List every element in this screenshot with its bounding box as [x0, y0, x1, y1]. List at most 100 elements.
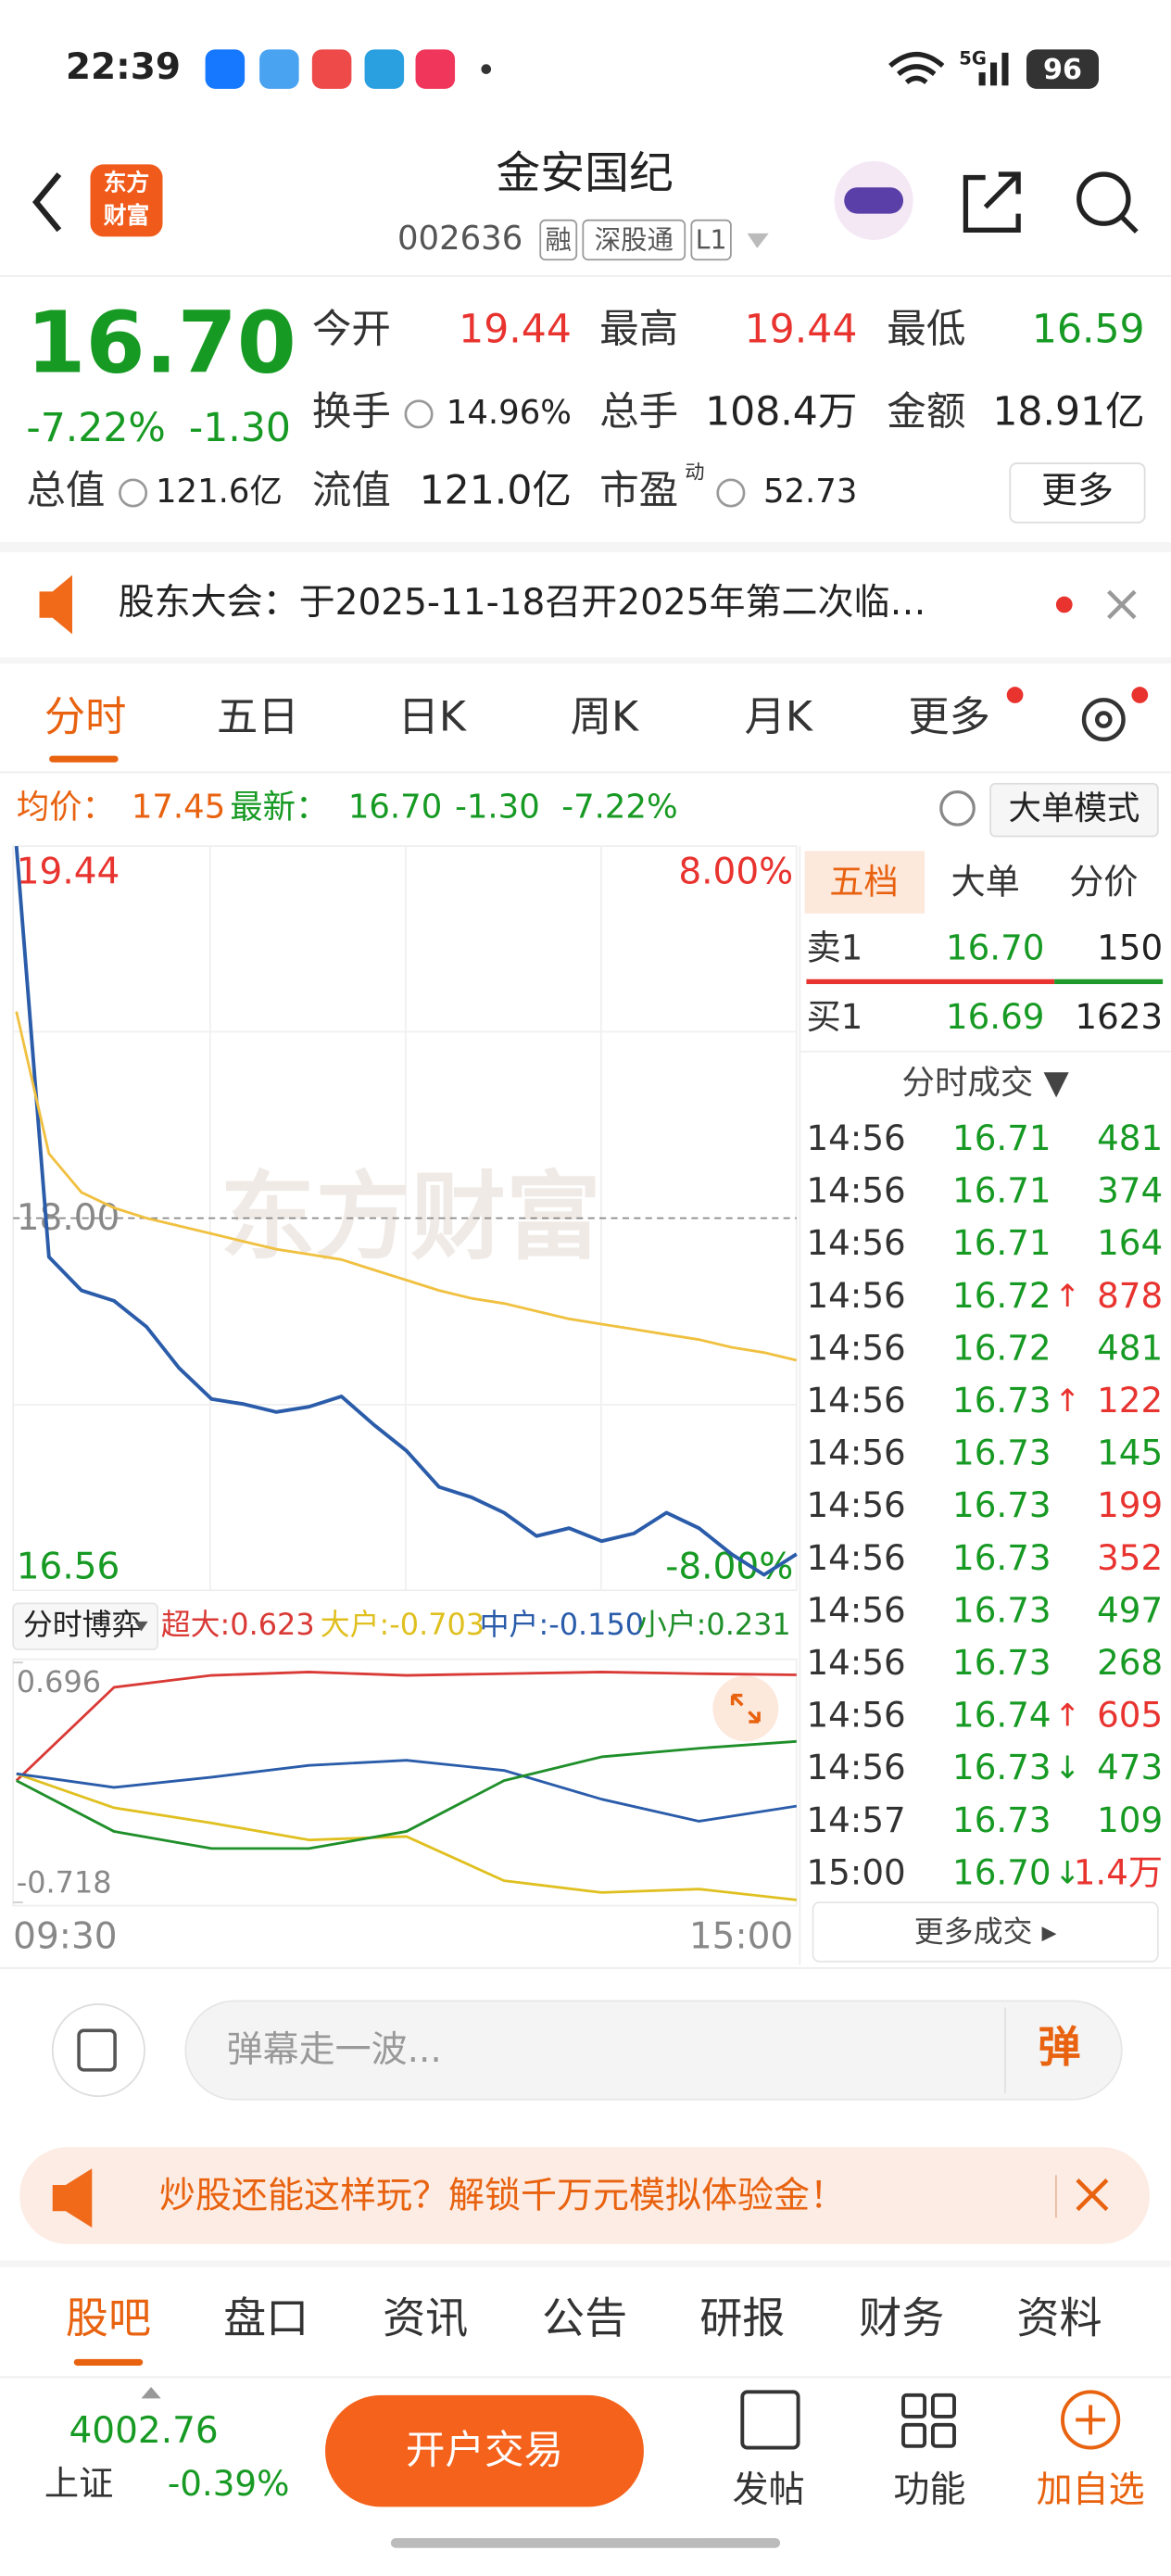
plus: [1076, 2405, 1106, 2435]
stat-value: 121.0亿: [420, 468, 572, 513]
expand-button[interactable]: [712, 1675, 779, 1742]
y-tick-label: 16.56: [17, 1547, 120, 1588]
divider: [0, 657, 1171, 664]
promo-close[interactable]: [1076, 2178, 1109, 2212]
trade-volume: 352: [1097, 1537, 1163, 1578]
search-button[interactable]: [1077, 171, 1131, 226]
badge: [1006, 687, 1024, 703]
notice-dot: [1055, 596, 1073, 613]
function-icon[interactable]: [901, 2393, 956, 2448]
app-icon: [205, 49, 246, 89]
legend-entry: 大户:-0.703: [321, 1607, 485, 1642]
trade-volume: 878: [1097, 1275, 1163, 1316]
trade-price: 16.72: [952, 1327, 1051, 1368]
danmaku-input[interactable]: [184, 2000, 1123, 2101]
y-tick-label: 19.44: [17, 852, 120, 893]
trade-price: 16.74: [952, 1695, 1051, 1736]
summary-avg: 17.45: [132, 788, 225, 826]
info-icon: [716, 478, 746, 508]
more-button[interactable]: [1009, 462, 1146, 524]
trade-price: 16.70: [952, 1851, 1051, 1892]
promo-icon: [52, 2168, 93, 2229]
tab: 更多: [908, 694, 990, 741]
trade-volume: 145: [1097, 1433, 1163, 1473]
book-volume: 150: [1097, 927, 1163, 967]
back-button[interactable]: [31, 172, 62, 233]
tag-box: [690, 219, 732, 261]
info-icon: [404, 399, 434, 429]
trade-volume: 497: [1097, 1589, 1163, 1630]
trade-time: 14:56: [806, 1327, 905, 1368]
more-trades-text: 更多成交 ▸: [914, 1914, 1057, 1950]
notice-text: 股东大会：于2025-11-18召开2025年第二次临…: [119, 582, 926, 624]
app-icon: [311, 49, 352, 89]
stat-value: 52.73: [763, 473, 857, 511]
action-label: 加自选: [1037, 2469, 1145, 2511]
bottom-tab: 股吧: [66, 2293, 151, 2343]
trade-time: 14:56: [806, 1275, 905, 1316]
trade-volume: 109: [1097, 1799, 1163, 1840]
bottom-tab: 资料: [1016, 2293, 1102, 2343]
danmaku-icon: [77, 2028, 117, 2072]
promo-text: 炒股还能这样玩？解锁千万元模拟体验金！: [159, 2176, 846, 2217]
trade-price: 16.73: [952, 1433, 1051, 1473]
close-button[interactable]: [1107, 589, 1137, 620]
trade-button[interactable]: [325, 2394, 644, 2507]
series-line: [14, 845, 798, 1577]
indicator-dropdown[interactable]: [12, 1602, 159, 1650]
promo-banner[interactable]: [19, 2147, 1150, 2244]
series-line: [16, 1772, 797, 1901]
trade-time: 14:56: [806, 1170, 905, 1211]
stat-label: 总手: [599, 389, 678, 435]
index-value: 4002.76: [69, 2410, 218, 2452]
info-icon: [119, 478, 148, 508]
logo-text: 财富: [104, 202, 150, 229]
divider: [0, 542, 1171, 552]
indicator-title: 分时博弈: [23, 1607, 142, 1642]
help-icon[interactable]: [939, 790, 976, 827]
summary-change: -1.30: [455, 788, 540, 826]
mode-button-text: 大单模式: [1009, 789, 1140, 827]
trade-volume: 481: [1097, 1118, 1163, 1158]
trade-price: 16.73: [952, 1642, 1051, 1683]
trade-time: 14:56: [806, 1380, 905, 1421]
trade-price: 16.73: [952, 1484, 1051, 1525]
trade-time: 14:56: [806, 1222, 905, 1263]
stock-name: 金安国纪: [496, 148, 673, 199]
danmaku-placeholder: 弹幕走一波...: [227, 2029, 442, 2071]
watchlist-icon[interactable]: [1061, 2390, 1121, 2450]
more-trades-button[interactable]: [812, 1901, 1159, 1963]
tag-box: [539, 219, 578, 261]
tab: 周K: [571, 694, 639, 741]
expand-icon: [730, 1693, 761, 1724]
bottom-tab: 盘口: [223, 2293, 308, 2343]
post-icon[interactable]: [740, 2390, 800, 2450]
dropdown-arrow: [747, 233, 769, 248]
bid-bar: [1054, 979, 1164, 985]
legend-entry: 小户:0.231: [637, 1607, 791, 1642]
y-tick-label: -0.718: [17, 1865, 112, 1900]
stock-code: 002636: [397, 220, 523, 258]
mode-button[interactable]: [989, 782, 1159, 838]
notice-icon: [39, 575, 73, 635]
danmaku-settings[interactable]: [51, 2003, 145, 2098]
trade-time: 14:56: [806, 1589, 905, 1630]
trade-volume: 374: [1097, 1170, 1163, 1211]
stat-value: 19.44: [459, 308, 572, 353]
bottom-tab: 财务: [859, 2293, 944, 2343]
battery: [1026, 49, 1099, 89]
share-button[interactable]: [963, 171, 1021, 233]
summary-avg-label: 均价：: [17, 788, 115, 826]
tab-highlight: [804, 851, 925, 914]
danmaku-button: 弹: [1038, 2022, 1080, 2072]
settings-hub: [1095, 711, 1113, 728]
badge: [1131, 687, 1149, 703]
stat-value: 18.91亿: [992, 389, 1144, 435]
change-pct: -7.22%: [26, 406, 165, 451]
trade-volume: 268: [1097, 1642, 1163, 1683]
trade-price: 16.73: [952, 1537, 1051, 1578]
settings-button[interactable]: [1081, 698, 1126, 742]
